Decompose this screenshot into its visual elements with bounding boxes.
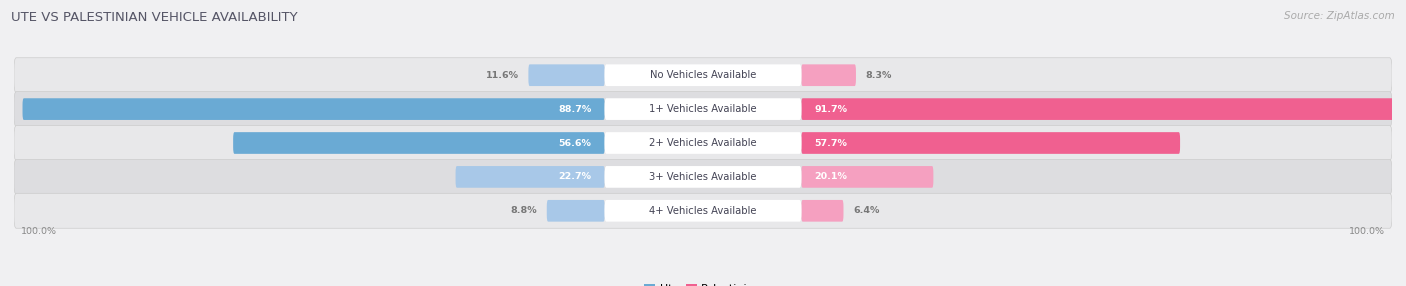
FancyBboxPatch shape (14, 159, 1392, 194)
FancyBboxPatch shape (605, 132, 801, 154)
FancyBboxPatch shape (14, 92, 1392, 127)
FancyBboxPatch shape (547, 200, 605, 222)
Text: UTE VS PALESTINIAN VEHICLE AVAILABILITY: UTE VS PALESTINIAN VEHICLE AVAILABILITY (11, 11, 298, 24)
Text: Source: ZipAtlas.com: Source: ZipAtlas.com (1284, 11, 1395, 21)
Text: 88.7%: 88.7% (558, 105, 592, 114)
FancyBboxPatch shape (801, 200, 844, 222)
Text: 8.8%: 8.8% (510, 206, 537, 215)
Text: 22.7%: 22.7% (558, 172, 592, 181)
FancyBboxPatch shape (801, 166, 934, 188)
FancyBboxPatch shape (605, 98, 801, 120)
Legend: Ute, Palestinian: Ute, Palestinian (640, 279, 766, 286)
FancyBboxPatch shape (14, 193, 1392, 228)
FancyBboxPatch shape (605, 166, 801, 188)
Text: 6.4%: 6.4% (853, 206, 880, 215)
Text: 8.3%: 8.3% (866, 71, 891, 80)
FancyBboxPatch shape (22, 98, 605, 120)
FancyBboxPatch shape (605, 64, 801, 86)
FancyBboxPatch shape (801, 64, 856, 86)
FancyBboxPatch shape (801, 98, 1403, 120)
Text: 57.7%: 57.7% (814, 138, 848, 148)
FancyBboxPatch shape (14, 126, 1392, 160)
Text: 91.7%: 91.7% (814, 105, 848, 114)
Text: 56.6%: 56.6% (558, 138, 592, 148)
FancyBboxPatch shape (801, 132, 1180, 154)
Text: No Vehicles Available: No Vehicles Available (650, 70, 756, 80)
Text: 100.0%: 100.0% (21, 227, 56, 236)
FancyBboxPatch shape (605, 200, 801, 222)
FancyBboxPatch shape (456, 166, 605, 188)
Text: 4+ Vehicles Available: 4+ Vehicles Available (650, 206, 756, 216)
Text: 20.1%: 20.1% (814, 172, 848, 181)
Text: 1+ Vehicles Available: 1+ Vehicles Available (650, 104, 756, 114)
Text: 100.0%: 100.0% (1350, 227, 1385, 236)
Text: 2+ Vehicles Available: 2+ Vehicles Available (650, 138, 756, 148)
FancyBboxPatch shape (529, 64, 605, 86)
FancyBboxPatch shape (14, 58, 1392, 93)
Text: 3+ Vehicles Available: 3+ Vehicles Available (650, 172, 756, 182)
FancyBboxPatch shape (233, 132, 605, 154)
Text: 11.6%: 11.6% (485, 71, 519, 80)
